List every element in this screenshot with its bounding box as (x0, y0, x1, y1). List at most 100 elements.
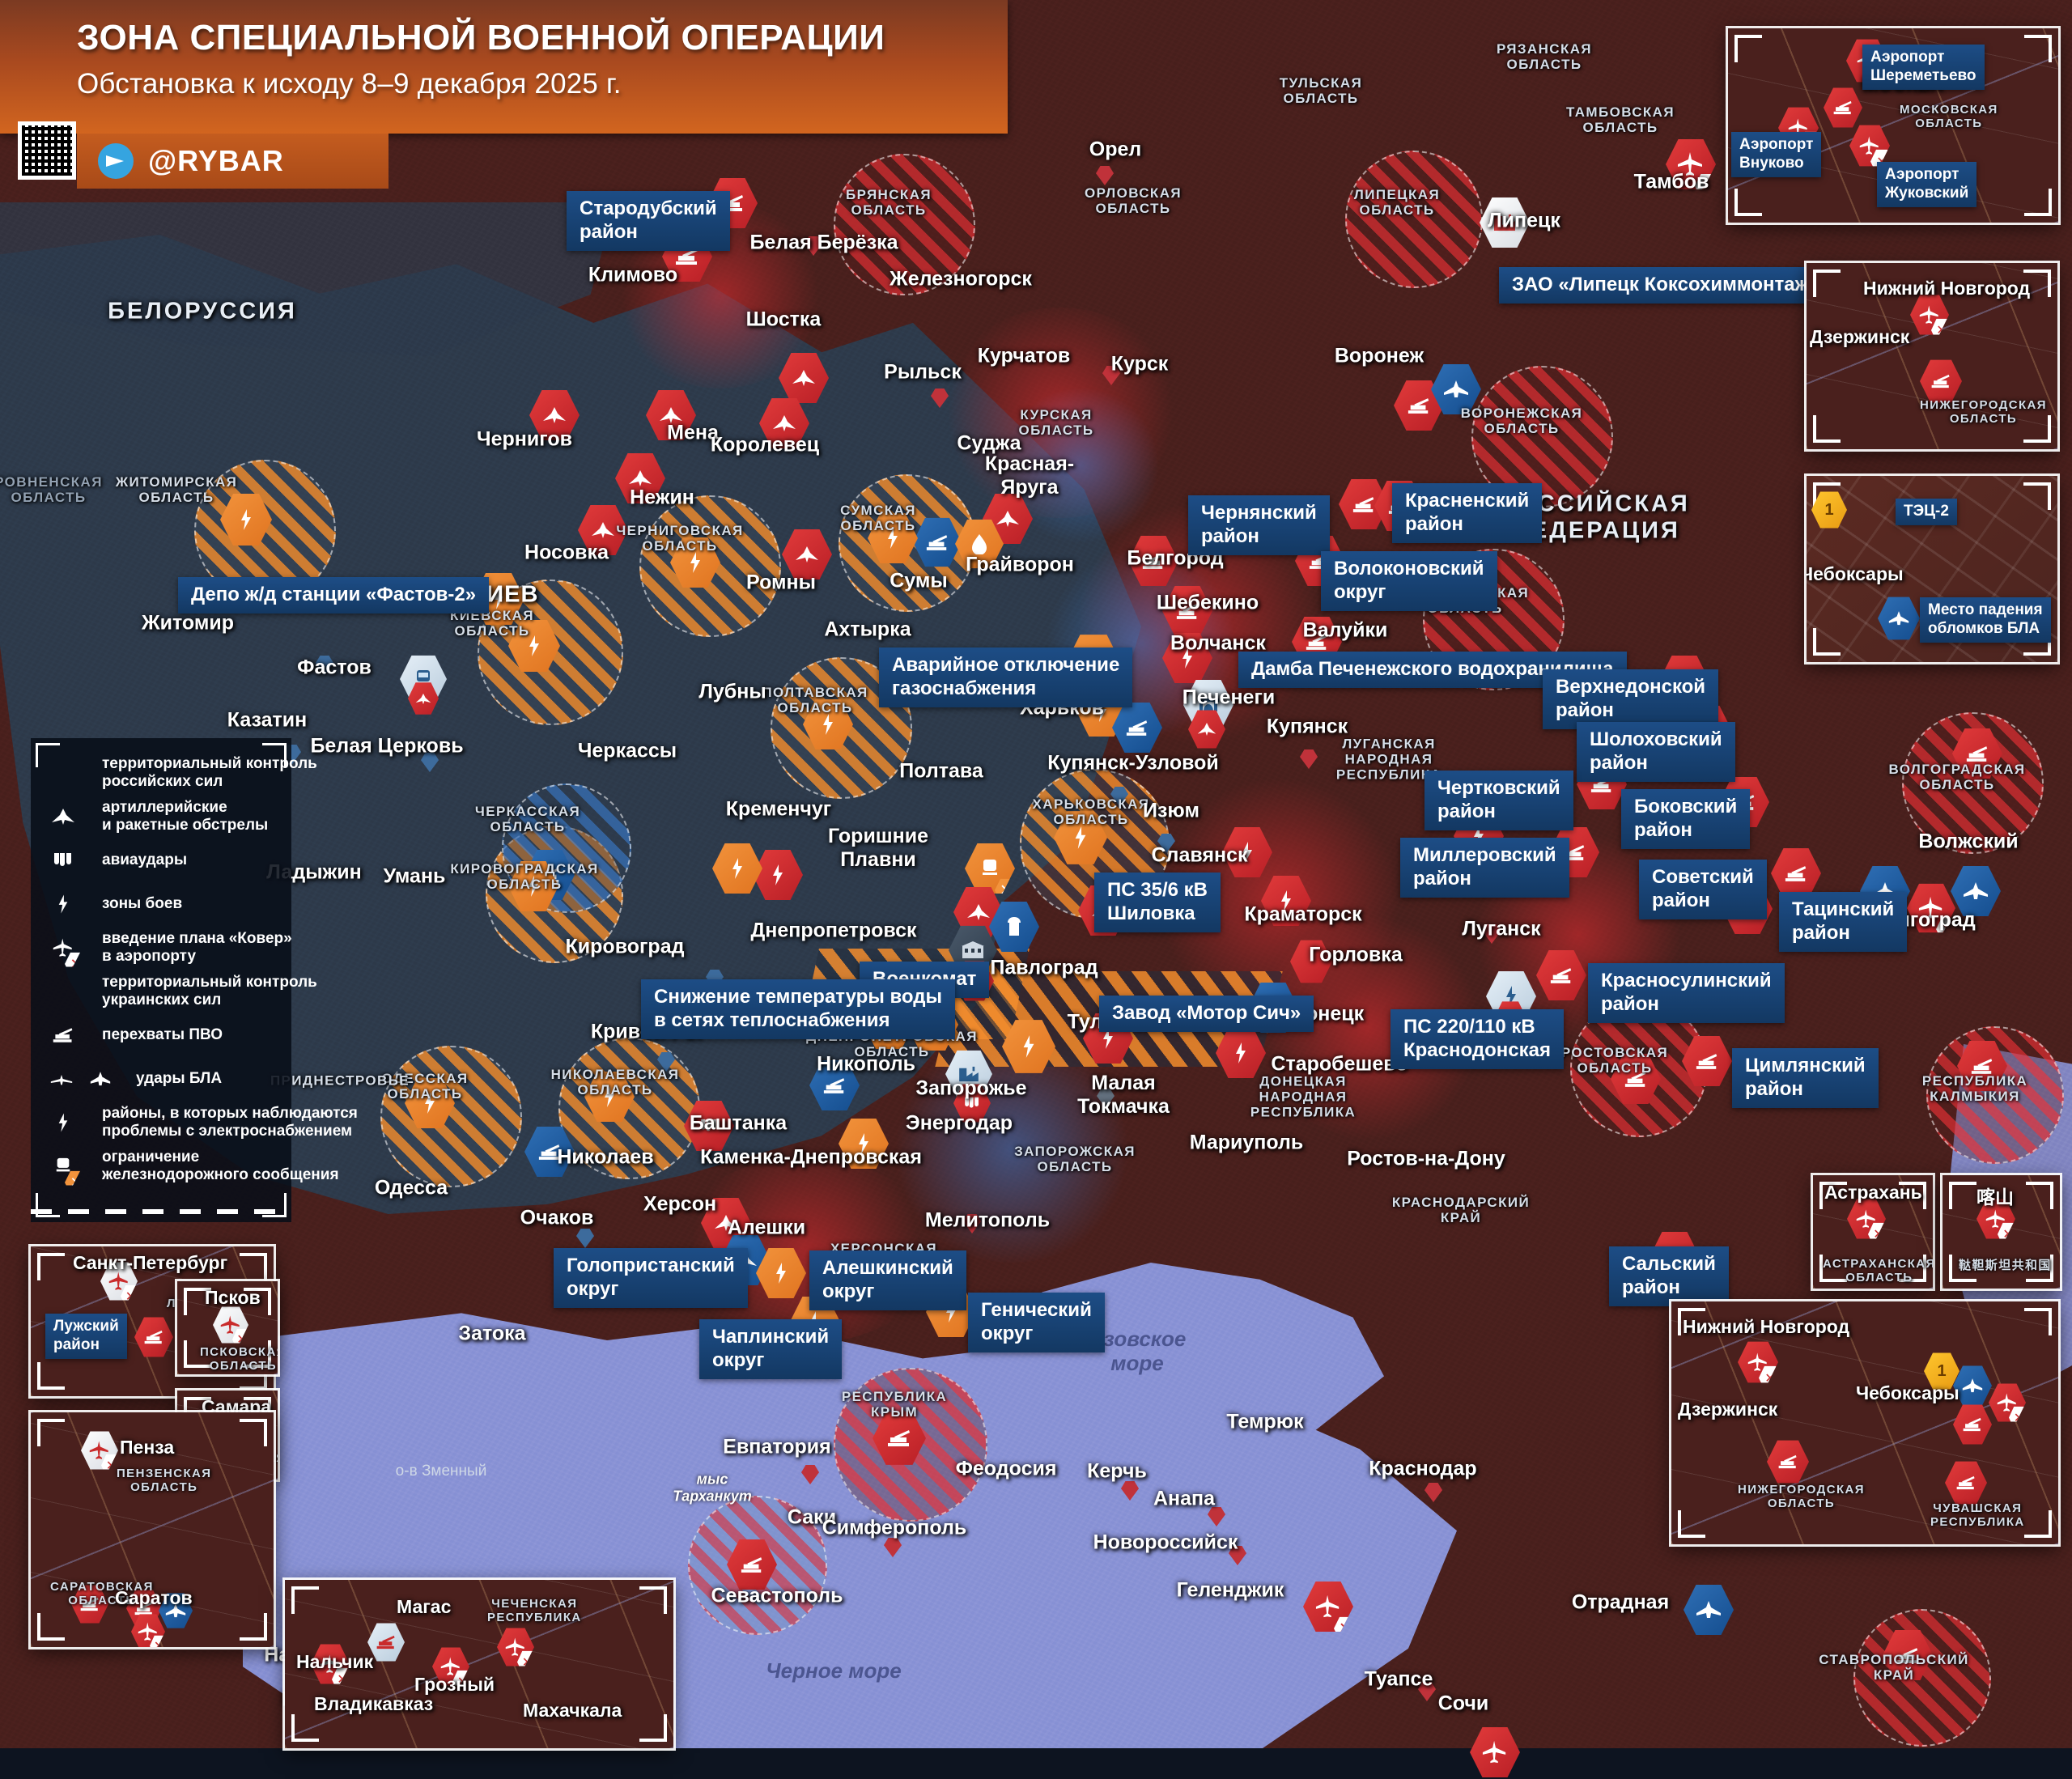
marker-power-kyiv-region[interactable] (508, 620, 560, 672)
hex-blue-solid-icon (44, 973, 83, 1011)
region-label-одесская-область: ОДЕССКАЯ ОБЛАСТЬ (381, 1070, 469, 1102)
city-label-алешки: Алешки (727, 1216, 806, 1239)
power-problem-icon (44, 1104, 83, 1142)
air-defense-icon (44, 1017, 83, 1055)
city-label-белая-церковь: Белая Церковь (310, 734, 464, 758)
legend-item-территориальный-контроль-российских-сил: территориальный контроль российских сил (42, 751, 317, 795)
inset-label-аэропорт-шереметьево[interactable]: Аэропорт Шереметьево (1862, 45, 1985, 90)
callout-plate-чаплинский-округ[interactable]: Чаплинский округ (699, 1319, 843, 1379)
marker-explosion-dnipro[interactable] (989, 901, 1039, 953)
city-label-казатин: Казатин (227, 708, 308, 732)
city-label-курск: Курск (1110, 352, 1169, 376)
legend-rows: территориальный контроль российских сил а… (42, 751, 358, 1188)
city-label-павлоград: Павлоград (990, 956, 1098, 979)
callout-plate-пс-35-6-кв-шиловка[interactable]: ПС 35/6 кВ Шиловка (1094, 873, 1221, 932)
legend-item-label: авиаудары (102, 851, 188, 868)
marker-factory-lipetsk[interactable] (1480, 197, 1530, 248)
callout-plate-боковский-район[interactable]: Боковский район (1621, 789, 1751, 849)
legend-item-label: территориальный контроль российских сил (102, 754, 317, 790)
island-label-о-в-зменный: о-в Зменный (395, 1463, 487, 1480)
city-label-анапа: Анапа (1153, 1487, 1216, 1510)
legend-item-территориальный-контроль-украинских-сил: территориальный контроль украинских сил (42, 970, 317, 1013)
callout-plate-красненский-район[interactable]: Красненский район (1392, 483, 1543, 543)
city-label-кременчуг: Кременчуг (725, 797, 832, 821)
header-banner: ЗОНА СПЕЦИАЛЬНОЙ ВОЕННОЙ ОПЕРАЦИИ Обстан… (0, 0, 1008, 134)
region-label-брянская-область: БРЯНСКАЯ ОБЛАСТЬ (846, 186, 932, 218)
callout-plate-алешкинский-округ[interactable]: Алешкинский округ (809, 1250, 966, 1310)
callout-plate-чертковский-район[interactable]: Чертковский район (1424, 771, 1573, 830)
city-label-баштанка: Баштанка (689, 1111, 788, 1135)
region-label-тамбовская-область: ТАМБОВСКАЯ ОБЛАСТЬ (1566, 104, 1675, 135)
callout-plate-верхнедонской-район[interactable]: Верхнедонской район (1543, 669, 1719, 729)
callout-plate-чернянский-район[interactable]: Чернянский район (1188, 495, 1330, 555)
callout-plate-депо-ж-д-станции-фастов-2[interactable]: Депо ж/д станции «Фастов-2» (178, 577, 490, 614)
callout-plate-цимлянский-район[interactable]: Цимлянский район (1732, 1048, 1879, 1108)
legend-icon-wrap (42, 840, 92, 881)
marker-power-zhytomyr[interactable] (220, 494, 272, 546)
region-label-черкасская-область: ЧЕРКАССКАЯ ОБЛАСТЬ (474, 803, 581, 834)
marker-drone-voronezh[interactable] (1431, 363, 1481, 415)
city-label-темрюк: Темрюк (1226, 1410, 1304, 1433)
callout-plate-шолоховский-район[interactable]: Шолоховский район (1577, 722, 1735, 782)
telegram-brand-bar[interactable]: @RYBAR (77, 134, 388, 189)
callout-plate-советский-район[interactable]: Советский район (1639, 860, 1767, 919)
legend-item-ограничение-железнодорожного-сообщения: ✕ ограничение железнодорожного сообщения (42, 1144, 339, 1188)
inset-label-нижегородская-область: НИЖЕГОРОДСКАЯ ОБЛАСТЬ (1920, 398, 2047, 426)
inset-label-псков: Псков (205, 1287, 261, 1308)
city-label-феодосия: Феодосия (955, 1457, 1057, 1480)
city-label-королевец: Королевец (710, 433, 820, 456)
city-label-красная-яруга: Красная- Яруга (984, 452, 1075, 499)
callout-plate-завод-мотор-сич[interactable]: Завод «Мотор Сич» (1099, 996, 1314, 1032)
legend-icon-wrap (42, 884, 92, 924)
drone-wing-icon (81, 1060, 120, 1098)
inset-label-аэропорт-жуковский[interactable]: Аэропорт Жуковский (1877, 162, 1977, 207)
city-label-купянск: Купянск (1266, 715, 1348, 738)
hex-red-solid-icon (44, 754, 83, 792)
legend-item-label: удары БЛА (136, 1069, 223, 1087)
callout-plate-сальский-район[interactable]: Сальский район (1609, 1246, 1729, 1306)
legend-icon-wrap (42, 796, 92, 837)
city-label-горловка: Горловка (1309, 943, 1403, 966)
inset-label-лужский-район[interactable]: Лужский район (45, 1314, 127, 1359)
inset-nizhny-novgorod-top: Нижний Новгород Дзержинск НИЖЕГОРОДСКАЯ ОБ… (1807, 263, 2057, 449)
callout-plate-красносулинский-район[interactable]: Красносулинский район (1588, 963, 1785, 1023)
callout-plate-миллеровский-район[interactable]: Миллеровский район (1400, 838, 1569, 898)
inset-label-нижний-новгород: Нижний Новгород (1683, 1316, 1850, 1337)
marker-air-defense-rostov[interactable] (1611, 1053, 1661, 1105)
city-label-краматорск: Краматорск (1244, 902, 1362, 926)
city-label-евпатория: Евпатория (723, 1435, 831, 1458)
callout-plate-аварийное-отключение-газоснабжения[interactable]: Аварийное отключение газоснабжения (879, 647, 1133, 707)
scale-ruler (31, 1206, 291, 1217)
callout-plate-тацинский-район[interactable]: Тацинский район (1779, 892, 1908, 952)
city-label-умань: Умань (383, 864, 446, 888)
legend-item-авиаудары: авиаудары (42, 839, 280, 882)
callout-plate-пс-220-110-кв-краснодонская[interactable]: ПС 220/110 кВ Краснодонская (1391, 1009, 1564, 1069)
callout-plate-снижение-температуры-воды-в-сетях-теплос[interactable]: Снижение температуры воды в сетях теплос… (641, 979, 956, 1039)
inset-label-место-падения-обломков-бла[interactable]: Место падения обломков БЛА (1920, 597, 2051, 643)
cape-label-мыс-тарханкут: мыс Тарханкут (673, 1471, 752, 1504)
region-label-запорожская-область: ЗАПОРОЖСКАЯ ОБЛАСТЬ (1014, 1143, 1136, 1174)
region-label-курская-область: КУРСКАЯ ОБЛАСТЬ (1018, 406, 1094, 438)
region-label-николаевская-область: НИКОЛАЕВСКАЯ ОБЛАСТЬ (550, 1066, 680, 1098)
callout-plate-зао-липецк-коксохиммонтаж[interactable]: ЗАО «Липецк Коксохиммонтаж» (1499, 267, 1832, 304)
zone-mykolaiv-power (558, 1038, 700, 1179)
city-label-малая-токмачка: Малая Токмачка (1077, 1072, 1170, 1118)
city-label-валуйки: Валуйки (1302, 618, 1388, 642)
region-label-кировоградская-область: КИРОВОГРАДСКАЯ ОБЛАСТЬ (450, 860, 599, 892)
callout-plate-волоконовский-округ[interactable]: Волоконовский округ (1321, 551, 1497, 611)
inset-label-псковская-область: ПСКОВСКАЯ ОБЛАСТЬ (200, 1345, 278, 1373)
inset-pskov: ПсковПСКОВСКАЯ ОБЛАСТЬ✕ (177, 1281, 278, 1374)
city-label-геленджик: Геленджик (1176, 1578, 1284, 1602)
city-label-железногорск: Железногорск (890, 267, 1032, 291)
callout-plate-стародубский-район[interactable]: Стародубский район (567, 191, 730, 251)
qr-code-icon[interactable] (18, 121, 76, 180)
region-label-ставропольский-край: СТАВРОПОЛЬСКИЙ КРАЙ (1819, 1651, 1969, 1683)
inset-label-аэропорт-внуково[interactable]: Аэропорт Внуково (1731, 132, 1822, 177)
marker-power-sumy-region[interactable] (868, 512, 918, 564)
callout-plate-генический-округ[interactable]: Генический округ (968, 1293, 1105, 1352)
region-label-черниговская-область: ЧЕРНИГОВСКАЯ ОБЛАСТЬ (616, 522, 744, 554)
zone-stavropol (1853, 1609, 1991, 1747)
callout-plate-голопристанский-округ[interactable]: Голопристанский округ (554, 1248, 748, 1308)
inset-label-тэц-2[interactable]: ТЭЦ-2 (1896, 499, 1957, 525)
